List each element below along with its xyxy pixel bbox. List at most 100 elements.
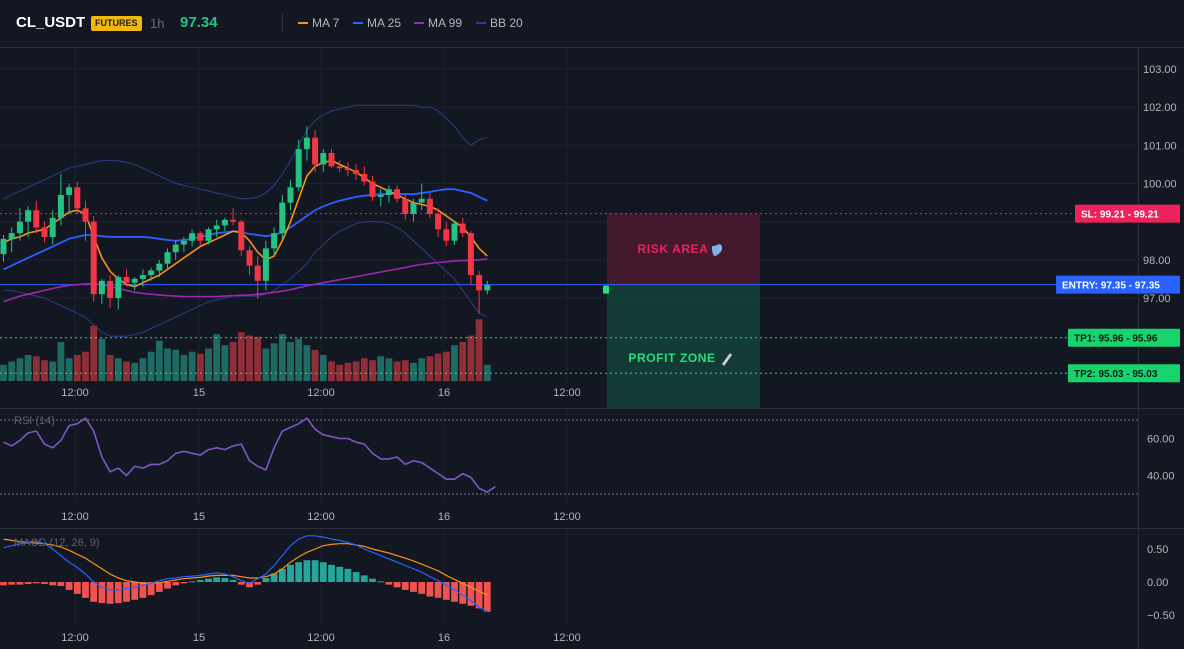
candle-body — [426, 198, 433, 215]
macd-histogram-bar — [278, 568, 286, 582]
macd-histogram-bar — [459, 582, 467, 604]
macd-line — [3, 535, 488, 613]
candle-body — [148, 270, 155, 276]
candle-body — [394, 189, 401, 199]
legend-ma99[interactable]: MA 99 — [414, 16, 462, 30]
candle-body — [402, 198, 409, 215]
volume-bar — [155, 340, 163, 381]
volume-bar — [262, 348, 270, 381]
macd-tick-label: 0.00 — [1147, 577, 1168, 589]
legend-ma25[interactable]: MA 25 — [353, 16, 401, 30]
candle-body — [476, 275, 483, 291]
sl-price-tag: SL: 99.21 - 99.21 — [1075, 204, 1180, 223]
macd-histogram-bar — [451, 582, 458, 602]
macd-histogram-bar — [131, 582, 139, 600]
candle-body — [16, 221, 23, 234]
candle-body — [25, 210, 32, 222]
macd-histogram-bar — [287, 564, 294, 582]
volume-bar — [254, 336, 262, 381]
time-tick-label: 12:00 — [61, 632, 89, 644]
legend-label: MA 25 — [367, 16, 402, 30]
volume-bar — [352, 361, 360, 381]
volume-bar — [196, 353, 204, 381]
macd-histogram-bar — [57, 582, 65, 586]
macd-histogram-bar — [49, 582, 57, 586]
macd-histogram-bar — [106, 582, 114, 604]
legend-bb20[interactable]: BB 20 — [476, 16, 523, 30]
legend-ma7[interactable]: MA 7 — [298, 16, 339, 30]
volume-bar — [8, 361, 16, 381]
volume-bar — [344, 362, 352, 381]
time-tick-label: 16 — [438, 632, 450, 644]
macd-histogram-bar — [369, 578, 376, 582]
candle-body — [254, 265, 261, 281]
volume-bar — [328, 361, 335, 381]
candle-body — [459, 223, 466, 234]
price-tick-label: 98.00 — [1143, 255, 1171, 267]
tp2-price-tag-bg — [1068, 364, 1180, 383]
macd-histogram-bar — [385, 582, 393, 585]
candle-body — [246, 250, 253, 266]
macd-histogram-bar — [295, 562, 303, 582]
candle-body — [221, 219, 228, 226]
candle-body — [451, 223, 458, 241]
macd-histogram-bar — [246, 582, 253, 588]
macd-histogram-bar — [434, 582, 442, 598]
symbol-name[interactable]: CL_USDT — [16, 14, 86, 31]
legend-label: BB 20 — [490, 16, 523, 30]
candle-body — [123, 277, 130, 283]
candle-body — [180, 240, 187, 245]
macd-histogram-bar — [73, 582, 81, 594]
candle-body — [484, 285, 491, 291]
volume-bar — [24, 355, 32, 381]
last-price: 97.34 — [180, 14, 218, 31]
rsi-tick-label: 60.00 — [1147, 434, 1175, 446]
time-tick-label: 15 — [193, 511, 205, 523]
candle-body — [230, 219, 237, 222]
volume-bar — [401, 360, 409, 381]
macd-histogram-bar — [65, 582, 73, 590]
volume-bar — [475, 319, 483, 381]
candle-body — [336, 166, 343, 169]
macd-histogram-bar — [221, 578, 229, 582]
time-tick-label: 16 — [438, 387, 450, 399]
shield-icon — [712, 244, 722, 256]
volume-bar — [278, 334, 286, 381]
profit-zone — [607, 284, 760, 408]
volume-bar — [147, 351, 155, 381]
volume-bar — [311, 349, 319, 381]
rsi-tick-label: 40.00 — [1147, 471, 1175, 483]
legend-swatch — [476, 21, 486, 24]
macd-histogram-bar — [237, 582, 245, 585]
macd-histogram-bar — [139, 582, 147, 598]
risk-area-label: RISK AREA — [638, 242, 709, 256]
macd-histogram-bar — [401, 582, 409, 590]
volume-bar — [229, 342, 237, 381]
macd-histogram-bar — [0, 582, 7, 586]
time-tick-label: 12:00 — [553, 387, 581, 399]
timeframe-selector[interactable]: 1h — [150, 16, 165, 31]
entry-marker — [603, 285, 609, 294]
entry-price-tag-text: ENTRY: 97.35 - 97.35 — [1062, 281, 1160, 292]
macd-histogram-bar — [328, 564, 335, 582]
macd-histogram-bar — [475, 582, 483, 609]
candle-body — [197, 233, 204, 241]
ma7-line — [3, 159, 488, 288]
volume-bar — [90, 325, 98, 381]
macd-histogram-bar — [188, 581, 196, 583]
volume-bar — [188, 351, 196, 381]
volume-bar — [172, 349, 180, 381]
candle-body — [0, 238, 7, 255]
macd-histogram-bar — [418, 582, 426, 594]
time-tick-label: 12:00 — [61, 387, 89, 399]
candle-body — [33, 210, 40, 228]
volume-bar — [459, 342, 467, 381]
legend-swatch — [298, 21, 308, 24]
macd-histogram-bar — [352, 572, 360, 582]
macd-histogram-bar — [344, 568, 352, 582]
candle-body — [205, 229, 212, 241]
candle-body — [320, 152, 327, 165]
volume-bar — [360, 358, 368, 381]
macd-histogram-bar — [114, 582, 122, 604]
